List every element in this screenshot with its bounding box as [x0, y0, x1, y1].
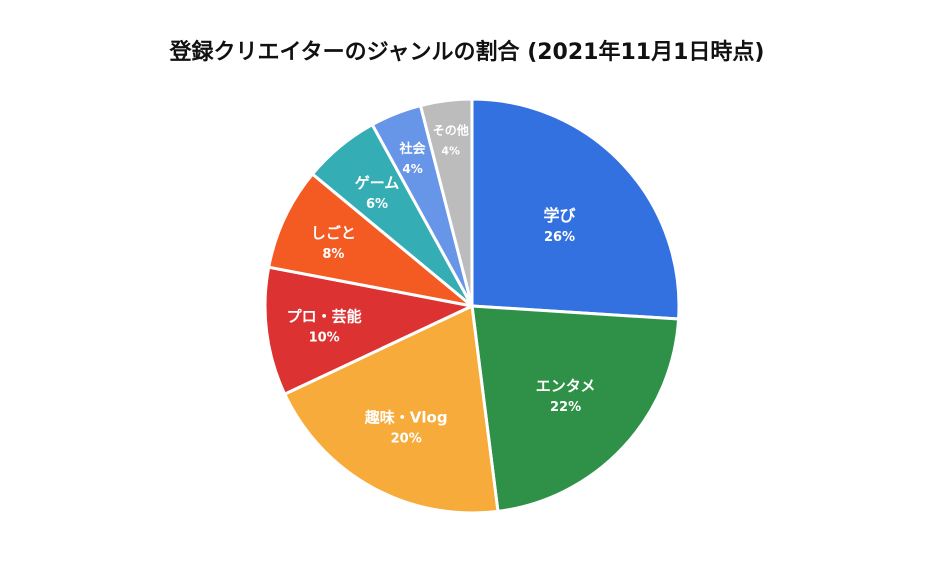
slice-label-1: 学び: [544, 206, 577, 225]
slice-percent-7: 4%: [402, 162, 422, 176]
slice-label-8: その他: [433, 123, 469, 138]
pie-slice-1: [470, 97, 681, 321]
pie-slice-3: [283, 304, 500, 515]
slice-percent-3: 20%: [391, 432, 422, 447]
slice-label-6: ゲーム: [355, 174, 400, 192]
slice-percent-1: 26%: [544, 230, 575, 245]
pie-slice-8: [419, 97, 474, 308]
pie-slice-4: [263, 265, 474, 396]
pie-slices: [263, 97, 681, 515]
pie-slice-2: [470, 304, 681, 513]
slice-percent-2: 22%: [550, 400, 581, 415]
slice-label-3: 趣味・Vlog: [364, 409, 448, 427]
slice-label-4: プロ・芸能: [287, 308, 362, 326]
pie-slice-5: [267, 172, 474, 308]
slice-percent-5: 8%: [322, 247, 344, 262]
pie-labels: 学び 26% エンタメ 22% 趣味・Vlog 20% プロ・芸能 10% しごと 8% ゲーム 6%…: [287, 123, 596, 447]
slice-percent-6: 6%: [366, 197, 388, 212]
slice-percent-8: 4%: [441, 145, 460, 158]
slice-label-7: 社会: [399, 141, 427, 157]
chart-title: 登録クリエイターのジャンルの割合 (2021年11月1日時点): [169, 40, 765, 65]
slice-percent-4: 10%: [309, 331, 340, 346]
slice-label-2: エンタメ: [536, 377, 596, 395]
slice-label-5: しごと: [311, 224, 356, 242]
